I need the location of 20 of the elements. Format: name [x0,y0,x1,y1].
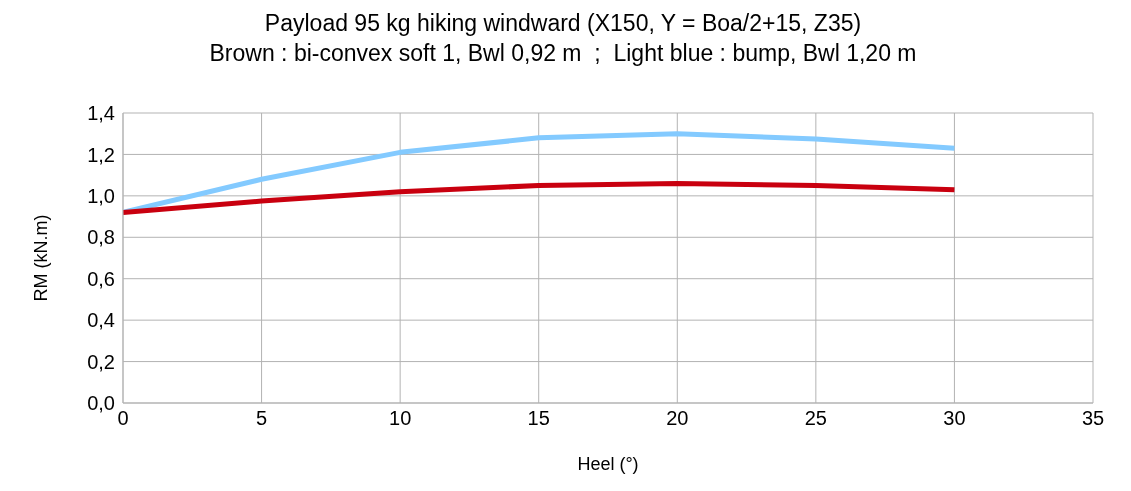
y-tick-label: 1,4 [87,102,115,125]
y-tick-label: 0,4 [87,309,115,332]
x-tick-label: 0 [117,407,129,430]
x-tick-label: 25 [804,407,827,430]
y-axis-title: RM (kN.m) [31,214,52,302]
y-tick-label: 1,2 [87,143,115,166]
x-axis-title: Heel (°) [577,454,639,474]
x-tick-label: 15 [527,407,550,430]
x-tick-label: 35 [1081,407,1105,430]
x-tick-label: 30 [943,407,966,430]
x-tick-label: 5 [256,407,268,430]
y-tick-label: 1,0 [87,184,115,207]
x-tick-label: 10 [389,407,412,430]
y-tick-label: 0,0 [87,392,115,415]
chart-subtitle: Brown : bi-convex soft 1, Bwl 0,92 m ; Light blue : bump, Bwl 1,20 m [208,39,918,68]
y-tick-label: 0,6 [87,267,115,290]
y-tick-label: 0,2 [87,350,115,373]
y-tick-label: 0,8 [87,226,115,249]
x-tick-label: 20 [666,407,689,430]
chart-title: Payload 95 kg hiking windward (X150, Y = Boa/2+15, Z35) [263,9,863,38]
